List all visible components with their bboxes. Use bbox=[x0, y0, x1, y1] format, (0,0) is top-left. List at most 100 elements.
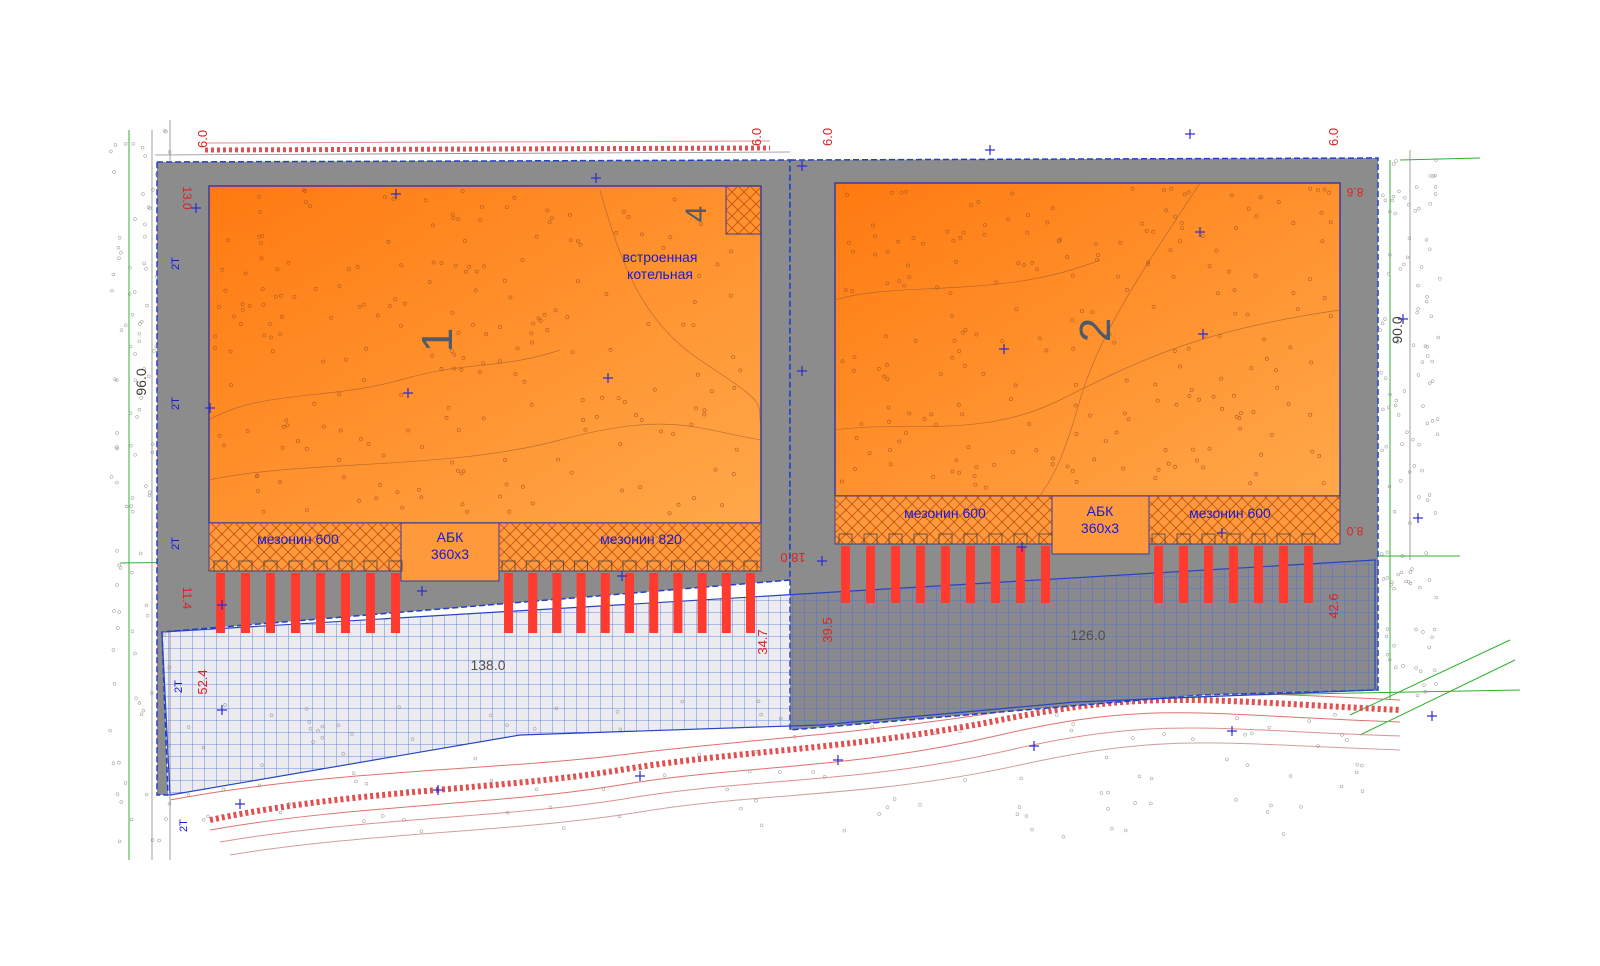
survey-point bbox=[892, 797, 897, 801]
survey-point bbox=[1394, 159, 1398, 163]
survey-point bbox=[1095, 257, 1100, 262]
survey-point bbox=[960, 412, 965, 417]
survey-point bbox=[133, 378, 138, 383]
road-label-2: 2T bbox=[170, 397, 182, 410]
survey-point bbox=[287, 802, 291, 806]
survey-point bbox=[918, 803, 922, 807]
survey-point bbox=[1396, 572, 1401, 577]
survey-point bbox=[402, 301, 407, 306]
survey-point bbox=[143, 234, 147, 239]
survey-point bbox=[1416, 373, 1421, 377]
dock-leveler bbox=[719, 560, 734, 572]
survey-point bbox=[1432, 668, 1437, 673]
survey-point bbox=[391, 196, 396, 201]
survey-point bbox=[137, 407, 142, 412]
survey-point bbox=[697, 752, 701, 757]
survey-point bbox=[1406, 579, 1411, 584]
abk-2-label-line2: 360х3 bbox=[1081, 520, 1119, 536]
survey-point bbox=[1234, 798, 1238, 802]
survey-point bbox=[1360, 789, 1365, 793]
survey-point bbox=[1404, 579, 1408, 584]
survey-point bbox=[452, 352, 457, 357]
survey-point bbox=[1431, 174, 1436, 178]
survey-point bbox=[911, 236, 916, 241]
survey-points bbox=[108, 128, 1442, 844]
survey-point bbox=[1207, 446, 1212, 451]
survey-point bbox=[240, 302, 245, 307]
dim-corner-3: 11.4 bbox=[180, 587, 194, 610]
survey-point bbox=[1417, 495, 1421, 499]
survey-point bbox=[1398, 478, 1403, 483]
survey-point bbox=[1425, 498, 1430, 503]
survey-point bbox=[1104, 755, 1109, 760]
survey-point bbox=[419, 829, 424, 833]
dock-door bbox=[341, 573, 350, 633]
survey-point bbox=[1415, 693, 1420, 698]
survey-point bbox=[1019, 776, 1023, 781]
survey-point bbox=[406, 428, 410, 433]
survey-point bbox=[1321, 481, 1326, 486]
survey-point bbox=[974, 332, 979, 337]
survey-point bbox=[346, 267, 351, 272]
survey-point bbox=[1397, 189, 1401, 194]
survey-point bbox=[221, 787, 226, 792]
survey-point bbox=[164, 129, 168, 134]
survey-point bbox=[1402, 389, 1407, 393]
survey-point bbox=[904, 189, 909, 194]
survey-point bbox=[534, 234, 539, 239]
survey-point bbox=[467, 264, 472, 269]
survey-point bbox=[859, 422, 864, 427]
survey-point bbox=[140, 320, 144, 324]
survey-point bbox=[228, 383, 233, 388]
survey-point bbox=[689, 422, 694, 427]
survey-point bbox=[580, 398, 585, 403]
survey-point bbox=[1425, 421, 1430, 426]
survey-point bbox=[321, 359, 326, 364]
survey-point bbox=[1155, 398, 1160, 403]
survey-point bbox=[362, 378, 367, 383]
survey-point bbox=[974, 465, 979, 470]
survey-point bbox=[882, 374, 887, 379]
survey-point bbox=[1126, 417, 1131, 422]
survey-point bbox=[257, 783, 262, 788]
survey-point bbox=[257, 210, 262, 215]
survey-point bbox=[1156, 467, 1161, 472]
survey-point bbox=[759, 823, 764, 828]
survey-point bbox=[1267, 725, 1272, 730]
survey-point bbox=[994, 280, 999, 285]
survey-point bbox=[731, 472, 736, 477]
survey-point bbox=[840, 479, 844, 484]
survey-point bbox=[161, 350, 165, 354]
survey-point bbox=[873, 234, 877, 239]
survey-point bbox=[1174, 402, 1179, 407]
survey-point bbox=[1309, 360, 1314, 365]
survey-point bbox=[529, 331, 534, 336]
dim-left-width: 96.0 bbox=[133, 368, 149, 395]
dock-door bbox=[316, 573, 325, 633]
survey-point bbox=[1307, 719, 1312, 723]
survey-point bbox=[1071, 722, 1075, 726]
survey-point bbox=[427, 280, 432, 285]
survey-point bbox=[695, 372, 700, 377]
survey-point bbox=[554, 706, 559, 711]
survey-point bbox=[1011, 450, 1016, 455]
survey-point bbox=[167, 150, 172, 154]
road-label-4: 2T bbox=[173, 680, 185, 693]
survey-point bbox=[963, 363, 967, 368]
survey-point bbox=[364, 346, 368, 351]
survey-point bbox=[341, 475, 346, 480]
survey-point bbox=[1425, 295, 1429, 299]
survey-point bbox=[452, 366, 457, 371]
survey-point bbox=[1316, 188, 1320, 193]
dim-top-2: 6.0 bbox=[749, 128, 764, 146]
survey-point bbox=[982, 232, 987, 237]
survey-point bbox=[710, 389, 714, 394]
survey-point bbox=[1214, 248, 1219, 253]
survey-point bbox=[1435, 417, 1440, 421]
survey-point bbox=[245, 429, 250, 433]
survey-point bbox=[286, 260, 291, 265]
survey-point bbox=[542, 312, 547, 317]
survey-point bbox=[213, 334, 217, 339]
survey-point bbox=[1065, 255, 1070, 259]
dock-leveler bbox=[988, 533, 1003, 545]
